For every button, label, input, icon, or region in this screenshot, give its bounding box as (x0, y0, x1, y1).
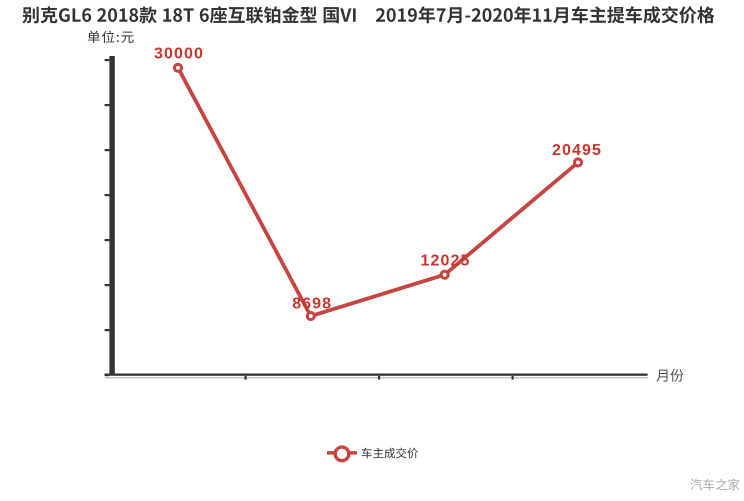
svg-text:8698: 8698 (292, 295, 332, 312)
svg-text:12025: 12025 (421, 253, 471, 270)
svg-text:20495: 20495 (552, 142, 602, 159)
svg-text:30000: 30000 (154, 46, 204, 63)
